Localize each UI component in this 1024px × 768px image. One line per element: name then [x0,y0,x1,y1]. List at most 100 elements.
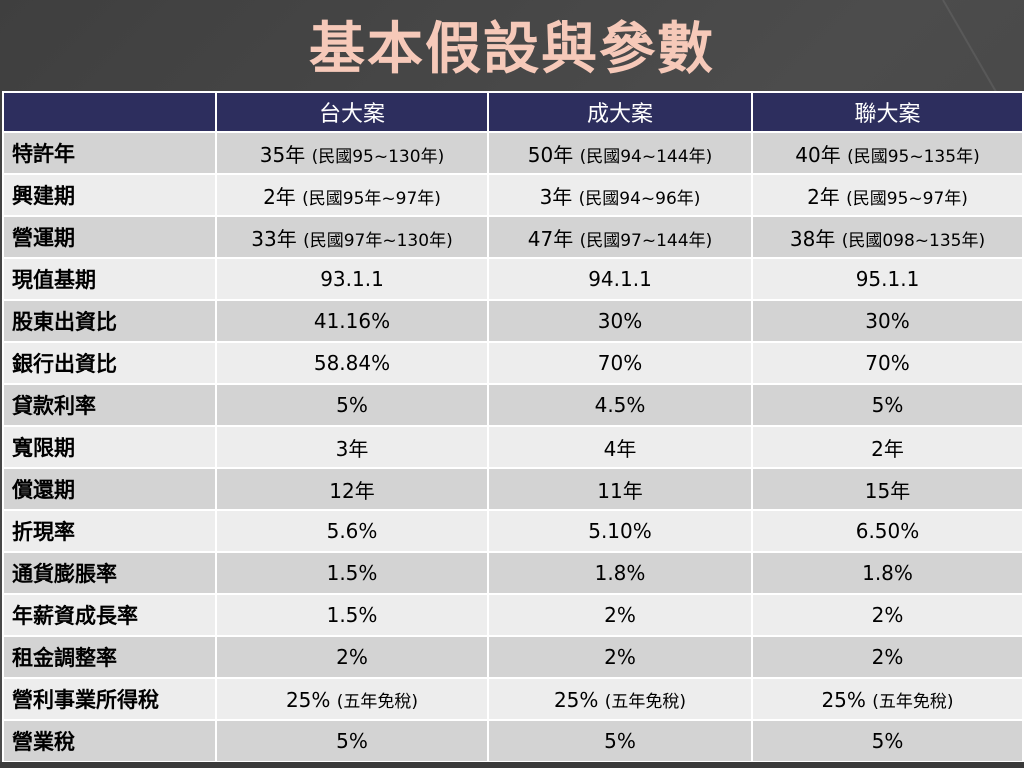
header-corner [2,91,217,133]
table-cell: 70% [487,341,753,385]
table-row: 營業稅 5% 5% 5% [2,719,1024,763]
table-cell: 1.8% [751,551,1024,595]
table-cell: 11年 [487,467,753,511]
cell-value: 1.5% [326,603,378,627]
row-label: 現值基期 [2,257,217,301]
row-label: 銀行出資比 [2,341,217,385]
row-label: 營利事業所得稅 [2,677,217,721]
cell-value: 5.10% [588,519,652,543]
table-cell: 5% [751,719,1024,763]
table-row: 現值基期 93.1.1 94.1.1 95.1.1 [2,257,1024,301]
table-cell: 94.1.1 [487,257,753,301]
table-cell: 2年 [751,425,1024,469]
row-label: 興建期 [2,173,217,217]
cell-note: (五年免稅) [872,691,954,712]
table-cell: 95.1.1 [751,257,1024,301]
cell-value: 3年 [539,184,579,209]
table-cell: 5.10% [487,509,753,553]
cell-note: (民國94~96年) [578,188,701,209]
cell-value: 58.84% [313,351,391,375]
table-cell: 5% [751,383,1024,427]
cell-note: (民國97~144年) [579,230,713,251]
row-label: 寬限期 [2,425,217,469]
header-nuu-plan: 聯大案 [751,91,1024,133]
row-label: 貸款利率 [2,383,217,427]
table-cell: 38年 (民國098~135年) [751,215,1024,259]
cell-value: 5% [604,729,636,753]
bottom-bar [0,762,1024,768]
cell-value: 2% [336,645,368,669]
cell-value: 5% [336,729,368,753]
cell-note: (民國098~135年) [841,230,986,251]
table-cell: 2年 (民國95~97年) [751,173,1024,217]
cell-value: 2% [604,603,636,627]
cell-value: 4.5% [594,393,646,417]
row-label: 特許年 [2,131,217,175]
cell-value: 70% [597,351,643,375]
table-cell: 12年 [215,467,489,511]
cell-note: (五年免稅) [336,691,419,712]
cell-value: 70% [865,351,910,375]
table-cell: 5% [215,719,489,763]
table-cell: 2% [751,593,1024,637]
table-row: 興建期 2年 (民國95年~97年) 3年 (民國94~96年) 2年 (民國95~9… [2,173,1024,217]
table-cell: 70% [751,341,1024,385]
cell-value: 3年 [335,436,369,461]
cell-note: (民國97年~130年) [303,230,453,251]
cell-value: 2% [871,645,904,669]
table-cell: 3年 (民國94~96年) [487,173,753,217]
cell-value: 38年 [789,226,842,251]
row-label: 年薪資成長率 [2,593,217,637]
header-ntu-plan: 台大案 [215,91,489,133]
row-label: 償還期 [2,467,217,511]
cell-value: 2% [604,645,636,669]
cell-value: 4年 [603,436,637,461]
table-row: 銀行出資比 58.84% 70% 70% [2,341,1024,385]
table-row: 折現率 5.6% 5.10% 6.50% [2,509,1024,553]
table-cell: 3年 [215,425,489,469]
table-cell: 2% [751,635,1024,679]
table-cell: 25% (五年免稅) [215,677,489,721]
table-row: 營運期 33年 (民國97年~130年) 47年 (民國97~144年) 38年 (民… [2,215,1024,259]
table-cell: 1.5% [215,593,489,637]
table-row: 特許年 35年 (民國95~130年) 50年 (民國94~144年) 40年 (民國… [2,131,1024,175]
cell-value: 1.8% [594,561,646,585]
table-cell: 40年 (民國95~135年) [751,131,1024,175]
cell-value: 50年 [527,142,580,167]
table-cell: 93.1.1 [215,257,489,301]
table-row: 年薪資成長率 1.5% 2% 2% [2,593,1024,637]
cell-value: 1.5% [326,561,378,585]
table-cell: 30% [751,299,1024,343]
table-row: 貸款利率 5% 4.5% 5% [2,383,1024,427]
table-cell: 50年 (民國94~144年) [487,131,753,175]
table-row: 寬限期 3年 4年 2年 [2,425,1024,469]
table-header-row: 台大案 成大案 聯大案 [2,91,1024,133]
table-row: 償還期 12年 11年 15年 [2,467,1024,511]
cell-value: 5.6% [326,519,378,543]
cell-note: (民國95~130年) [311,146,445,167]
cell-value: 11年 [597,478,643,503]
row-label: 通貨膨脹率 [2,551,217,595]
cell-value: 2年 [871,436,904,461]
cell-value: 30% [597,309,643,333]
cell-note: (民國95年~97年) [302,188,441,209]
table-cell: 2% [215,635,489,679]
cell-value: 2% [871,603,904,627]
table-cell: 2% [487,635,753,679]
table-row: 營利事業所得稅 25% (五年免稅) 25% (五年免稅) 25% (五年免稅) [2,677,1024,721]
cell-note: (民國95~97年) [846,188,968,209]
table-cell: 41.16% [215,299,489,343]
parameters-table: 台大案 成大案 聯大案 特許年 35年 (民國95~130年) 50年 (民國94~… [2,91,1024,763]
row-label: 營業稅 [2,719,217,763]
table-cell: 25% (五年免稅) [751,677,1024,721]
table-cell: 30% [487,299,753,343]
table-cell: 6.50% [751,509,1024,553]
table-cell: 33年 (民國97年~130年) [215,215,489,259]
table-cell: 5% [215,383,489,427]
table-cell: 25% (五年免稅) [487,677,753,721]
cell-value: 2年 [807,184,847,209]
cell-value: 1.8% [862,561,913,585]
table-cell: 5.6% [215,509,489,553]
table-cell: 1.5% [215,551,489,595]
header-ncku-plan: 成大案 [487,91,753,133]
